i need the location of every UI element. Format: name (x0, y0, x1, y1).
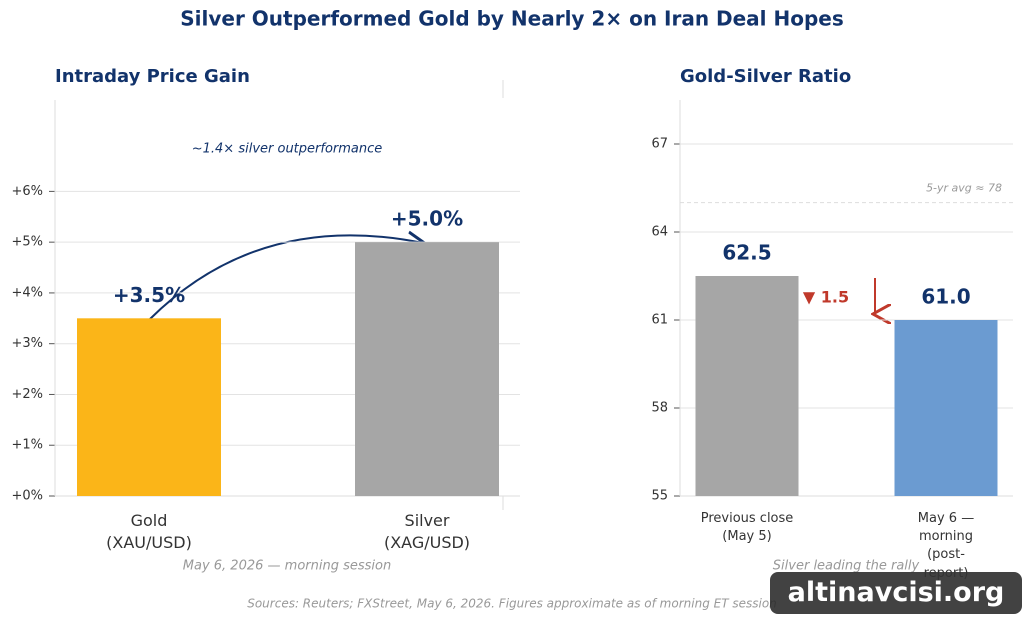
y-tick-label: +2% (11, 387, 43, 402)
value-label: +5.0% (391, 207, 463, 231)
subplot-subtitle: May 6, 2026 — morning session (183, 559, 391, 574)
x-tick-label: Silver (XAG/USD) (383, 511, 471, 553)
x-tick-label: Gold (XAU/USD) (106, 511, 192, 553)
x-tick-label: May 6 — morning (post-report) (917, 511, 975, 581)
bar (695, 276, 799, 496)
y-tick-label: +5% (11, 235, 43, 250)
value-label: 61.0 (921, 285, 970, 309)
y-tick-label: +0% (11, 489, 43, 504)
watermark: altinavcisi.org (770, 572, 1022, 614)
subplot-title: Intraday Price Gain (55, 66, 250, 87)
subplot-title: Gold-Silver Ratio (680, 66, 851, 87)
subplot-subtitle: Silver leading the rally (773, 559, 920, 574)
y-tick-label: 55 (651, 489, 668, 504)
x-tick-label: Previous close (May 5) (700, 511, 794, 545)
value-label: +3.5% (113, 283, 185, 307)
y-tick-label: +1% (11, 438, 43, 453)
y-tick-label: 58 (651, 401, 668, 416)
y-tick-label: 67 (651, 137, 668, 152)
reference-label: 5-yr avg ≈ 78 (926, 182, 1002, 195)
y-tick-label: 64 (651, 225, 668, 240)
y-tick-label: +3% (11, 336, 43, 351)
change-label: ▼ 1.5 (803, 288, 849, 307)
value-label: 62.5 (722, 241, 771, 265)
annotation: ~1.4× silver outperformance (192, 142, 383, 157)
y-tick-label: +6% (11, 184, 43, 199)
main-title: Silver Outperformed Gold by Nearly 2× on… (180, 7, 844, 31)
y-tick-label: +4% (11, 285, 43, 300)
bar (77, 318, 221, 496)
source-note: Sources: Reuters; FXStreet, May 6, 2026.… (247, 597, 777, 611)
bar (355, 242, 499, 496)
bar (894, 320, 998, 496)
y-tick-label: 61 (651, 313, 668, 328)
